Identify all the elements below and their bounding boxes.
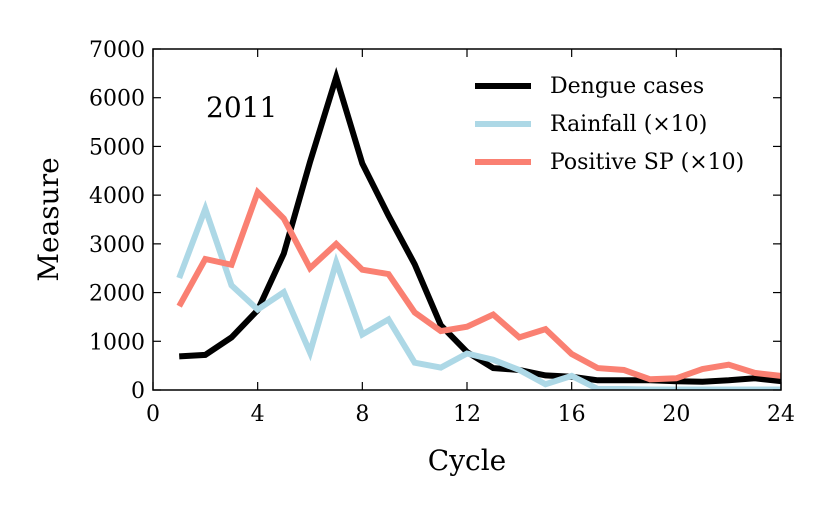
y-tick-label: 2000 bbox=[89, 282, 145, 307]
legend-label-2: Rainfall (×10) bbox=[550, 112, 707, 137]
legend-label-3: Positive SP (×10) bbox=[550, 150, 744, 175]
y-tick-label: 0 bbox=[131, 379, 145, 404]
series-line-1 bbox=[179, 67, 781, 385]
x-tick-label: 12 bbox=[453, 402, 481, 427]
x-tick-label: 24 bbox=[767, 402, 795, 427]
x-tick-label: 16 bbox=[558, 402, 586, 427]
ticks-layer: 0 4 8 12 16 20 24 0 1000 2000 3000 4000 5000 6000 7000 bbox=[89, 38, 795, 427]
legend: Dengue cases Rainfall (×10) Positive SP (×… bbox=[475, 74, 744, 175]
y-tick-label: 1000 bbox=[89, 330, 145, 355]
x-tick-label: 0 bbox=[146, 402, 160, 427]
y-tick-label: 7000 bbox=[89, 38, 145, 63]
y-tick-label: 5000 bbox=[89, 135, 145, 160]
legend-label-1: Dengue cases bbox=[550, 74, 704, 99]
x-tick-label: 20 bbox=[662, 402, 690, 427]
x-tick-label: 4 bbox=[251, 402, 265, 427]
year-annotation: 2011 bbox=[206, 91, 277, 124]
y-tick-label: 3000 bbox=[89, 233, 145, 258]
x-axis-label: Cycle bbox=[428, 444, 506, 477]
y-tick-label: 4000 bbox=[89, 184, 145, 209]
y-axis-label: Measure bbox=[32, 157, 65, 281]
y-tick-label: 6000 bbox=[89, 87, 145, 112]
x-tick-label: 8 bbox=[355, 402, 369, 427]
series-line-3 bbox=[176, 186, 781, 383]
